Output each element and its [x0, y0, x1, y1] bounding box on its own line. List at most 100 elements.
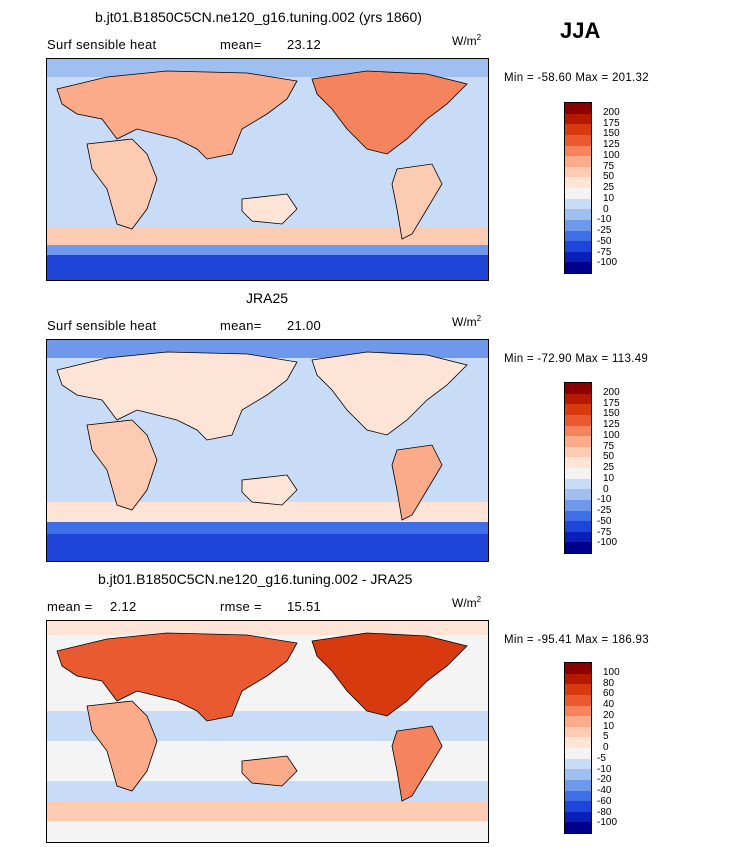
land-eurasia: [56, 351, 298, 441]
mean-label: mean=: [220, 318, 262, 333]
colorbar-swatch: [565, 531, 591, 543]
colorbar-swatch: [565, 457, 591, 468]
colorbar-swatch: [565, 790, 591, 802]
colorbar-tick-label: 10: [603, 472, 615, 484]
units-exponent: 2: [476, 314, 482, 323]
colorbar-tick-label: -75: [597, 246, 612, 258]
variable-label: Surf sensible heat: [47, 318, 157, 333]
colorbar-tick-label: -40: [597, 785, 612, 796]
units-label: W/m2: [452, 314, 481, 329]
units-base: W/m: [452, 596, 477, 610]
land-australia: [241, 193, 298, 225]
min-max-label: Min = -95.41 Max = 186.93: [504, 634, 649, 646]
colorbar-swatch: [565, 489, 591, 500]
colorbar-swatch: [565, 188, 591, 199]
colorbar-tick-label: -10: [597, 763, 612, 775]
colorbar-swatch: [565, 521, 591, 532]
colorbar-tick-label: 125: [603, 419, 620, 430]
mean-value: 23.12: [287, 37, 322, 52]
season-label: JJA: [560, 18, 601, 43]
colorbar-tick-label: -80: [597, 806, 612, 818]
colorbar-swatch: [565, 177, 591, 188]
colorbar-tick-label: -60: [597, 795, 612, 807]
colorbar-tick-label: 175: [603, 397, 620, 409]
colorbar-swatch: [565, 383, 591, 394]
colorbar-tick-label: 125: [603, 139, 620, 150]
units-exponent: 2: [476, 595, 482, 604]
colorbar-swatch: [565, 166, 591, 178]
colorbar-tick-label: 50: [603, 171, 615, 183]
colorbar-swatches: [564, 662, 592, 834]
mean-label: mean =: [47, 599, 93, 614]
colorbar-model: 200 175 150 125 100 75 50 25 10 0 -10 -25 -50 -75 -100: [564, 102, 664, 274]
colorbar-labels: 200 175 150 125 100 75 50 25 10 0 -10 -25 -50 -75 -100: [597, 382, 657, 554]
southern-ocean-band-2: [47, 801, 488, 821]
colorbar-swatch: [565, 262, 591, 273]
colorbar-diff: 100 80 60 40 20 10 5 0 -5 -10 -20 -40 -60 -80 -100: [564, 662, 664, 834]
land-north-america: [311, 70, 468, 155]
mean-value: 2.12: [110, 599, 137, 614]
map-model: [46, 58, 489, 281]
mean-value: 21.00: [287, 318, 322, 333]
colorbar-swatch-stack: [565, 103, 591, 273]
colorbar-obs: 200 175 150 125 100 75 50 25 10 0 -10 -25 -50 -75 -100: [564, 382, 664, 554]
colorbar-swatch: [565, 103, 591, 114]
colorbar-swatch: [565, 468, 591, 479]
colorbar-swatch: [565, 510, 591, 522]
colorbar-swatch: [565, 436, 591, 447]
land-south-america: [391, 163, 443, 240]
land-africa: [86, 138, 158, 230]
panel-title: b.jt01.B1850C5CN.ne120_g16.tuning.002 - …: [98, 571, 413, 587]
colorbar-tick-label: 100: [603, 149, 620, 161]
colorbar-tick-label: 25: [603, 182, 615, 193]
colorbar-swatch: [565, 673, 591, 685]
min-max-label: Min = -58.60 Max = 201.32: [504, 72, 649, 84]
colorbar-tick-label: -25: [597, 225, 612, 236]
colorbar-swatch: [565, 748, 591, 759]
land-australia: [241, 474, 298, 506]
map-diff-field: [47, 621, 488, 842]
map-diff: [46, 620, 489, 843]
rmse-label: rmse =: [220, 599, 262, 614]
colorbar-swatch: [565, 694, 591, 706]
antarctica-field: [47, 255, 488, 280]
colorbar-swatch: [565, 705, 591, 717]
land-north-america: [311, 632, 468, 717]
colorbar-swatches: [564, 102, 592, 274]
colorbar-tick-label: -10: [597, 214, 612, 226]
colorbar-tick-label: 75: [603, 440, 615, 452]
colorbar-swatch: [565, 251, 591, 263]
colorbar-swatch: [565, 113, 591, 125]
units-exponent: 2: [476, 33, 482, 42]
map-model-field: [47, 59, 488, 280]
colorbar-swatches: [564, 382, 592, 554]
colorbar-swatch: [565, 478, 591, 490]
colorbar-swatch: [565, 726, 591, 738]
southern-ocean-band: [47, 227, 488, 245]
colorbar-swatch: [565, 230, 591, 242]
colorbar-swatch: [565, 758, 591, 770]
colorbar-tick-label: 75: [603, 160, 615, 172]
colorbar-tick-label: 50: [603, 451, 615, 463]
land-north-america: [311, 351, 468, 436]
colorbar-tick-label: 150: [603, 128, 620, 140]
colorbar-tick-label: 100: [603, 429, 620, 441]
land-south-america: [391, 444, 443, 521]
colorbar-swatch: [565, 446, 591, 458]
land-africa: [86, 700, 158, 792]
colorbar-tick-label: -100: [597, 257, 618, 269]
colorbar-tick-label: 0: [603, 483, 609, 495]
colorbar-swatch: [565, 769, 591, 780]
colorbar-swatch-stack: [565, 383, 591, 553]
colorbar-swatch: [565, 414, 591, 426]
rmse-value: 15.51: [287, 599, 322, 614]
colorbar-tick-label: 0: [603, 203, 609, 215]
colorbar-labels: 200 175 150 125 100 75 50 25 10 0 -10 -25 -50 -75 -100: [597, 102, 657, 274]
colorbar-tick-label: -20: [597, 774, 612, 786]
land-australia: [241, 755, 298, 787]
colorbar-tick-label: -100: [597, 537, 618, 549]
antarctica-field: [47, 534, 488, 561]
colorbar-swatch-stack: [565, 663, 591, 833]
colorbar-swatch: [565, 737, 591, 748]
colorbar-swatch: [565, 156, 591, 167]
